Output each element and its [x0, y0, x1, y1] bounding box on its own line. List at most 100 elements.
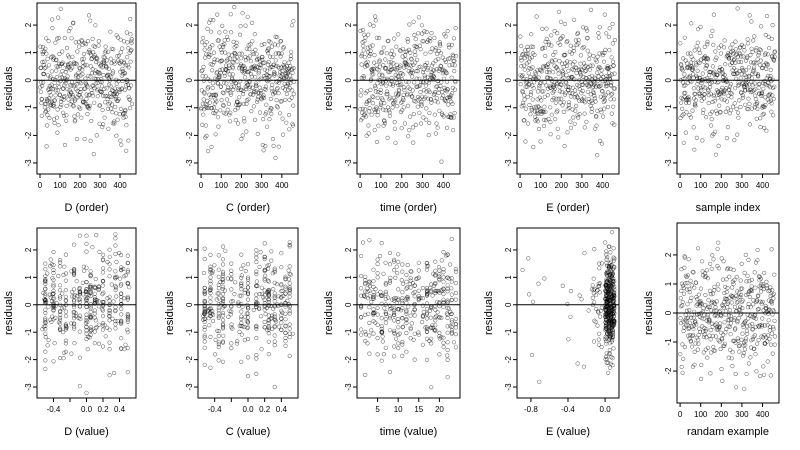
data-point [687, 75, 692, 80]
data-point [119, 336, 124, 341]
data-point [399, 278, 404, 283]
data-point [555, 67, 561, 72]
data-point [406, 304, 411, 309]
data-point [600, 51, 605, 56]
data-point [420, 285, 426, 291]
data-point [254, 335, 259, 341]
data-point [258, 58, 263, 63]
x-tick-label: 300 [255, 181, 269, 190]
data-point [91, 152, 96, 157]
data-point [62, 264, 67, 269]
data-point [409, 68, 415, 73]
y-tick-label: 0 [185, 302, 194, 307]
data-point [117, 61, 123, 66]
data-point [377, 72, 382, 77]
data-point [84, 233, 89, 238]
data-point [392, 99, 397, 104]
x-tick-label: 300 [735, 410, 749, 419]
data-point [367, 333, 372, 338]
data-point [77, 233, 82, 238]
data-point [453, 26, 458, 31]
data-point [110, 71, 115, 76]
data-point [591, 90, 597, 95]
data-point [686, 94, 691, 100]
data-point [80, 72, 85, 77]
data-point [384, 83, 389, 88]
data-point [555, 108, 560, 113]
y-tick-label: -1 [664, 338, 673, 346]
y-tick-label: -1 [24, 104, 33, 112]
data-point [568, 119, 573, 124]
data-point [440, 112, 445, 118]
data-point [545, 62, 550, 67]
data-point [408, 285, 413, 290]
data-point [449, 42, 455, 48]
data-point [220, 284, 226, 289]
y-tick-label: 1 [344, 50, 353, 55]
data-point [427, 120, 432, 126]
plot-frame [676, 2, 780, 175]
data-point [737, 68, 742, 74]
data-point [117, 87, 122, 92]
data-point [381, 123, 386, 128]
data-point [109, 102, 115, 107]
data-point [713, 57, 718, 62]
data-point [57, 264, 63, 269]
data-point [412, 357, 417, 362]
data-point [375, 305, 380, 310]
data-point [60, 330, 66, 335]
data-point [519, 58, 524, 63]
data-point [52, 83, 58, 89]
y-axis-label: residuals [164, 66, 176, 111]
data-point [747, 294, 753, 300]
data-point [365, 286, 370, 291]
data-point [756, 52, 761, 58]
data-point [54, 115, 60, 120]
data-point [393, 66, 398, 71]
data-point [701, 59, 706, 64]
data-point [123, 114, 128, 119]
data-point [400, 340, 405, 345]
data-point [756, 306, 761, 312]
data-point [540, 26, 545, 32]
data-point [604, 31, 609, 36]
data-point [45, 271, 50, 276]
data-point [212, 59, 217, 65]
data-point [226, 52, 231, 57]
data-point [597, 25, 602, 30]
data-point [43, 110, 48, 115]
data-point [560, 34, 565, 39]
data-point [241, 88, 246, 94]
data-point [96, 71, 102, 76]
data-point [718, 51, 724, 56]
data-point [92, 100, 97, 105]
data-point [360, 116, 365, 121]
data-point [772, 334, 778, 339]
data-point [595, 323, 600, 328]
y-tick-label: -2 [664, 367, 673, 375]
data-point [723, 330, 728, 335]
data-point [372, 52, 377, 58]
data-point [380, 97, 385, 102]
data-point [433, 131, 439, 136]
data-point [588, 7, 594, 12]
data-point [611, 104, 616, 109]
data-point [263, 312, 268, 317]
data-point [97, 103, 103, 108]
data-point [381, 271, 386, 276]
data-point [367, 22, 373, 27]
data-point [737, 98, 742, 103]
data-point [389, 48, 395, 53]
data-point [212, 263, 217, 268]
data-point [450, 101, 455, 106]
data-point [453, 290, 459, 296]
data-point [408, 336, 413, 341]
y-tick-label: -1 [24, 328, 33, 336]
data-point [256, 69, 261, 74]
data-point [253, 47, 258, 53]
data-point [568, 314, 573, 319]
data-point [728, 81, 733, 87]
data-point [236, 83, 241, 88]
data-point [61, 94, 66, 100]
data-point [563, 90, 568, 95]
